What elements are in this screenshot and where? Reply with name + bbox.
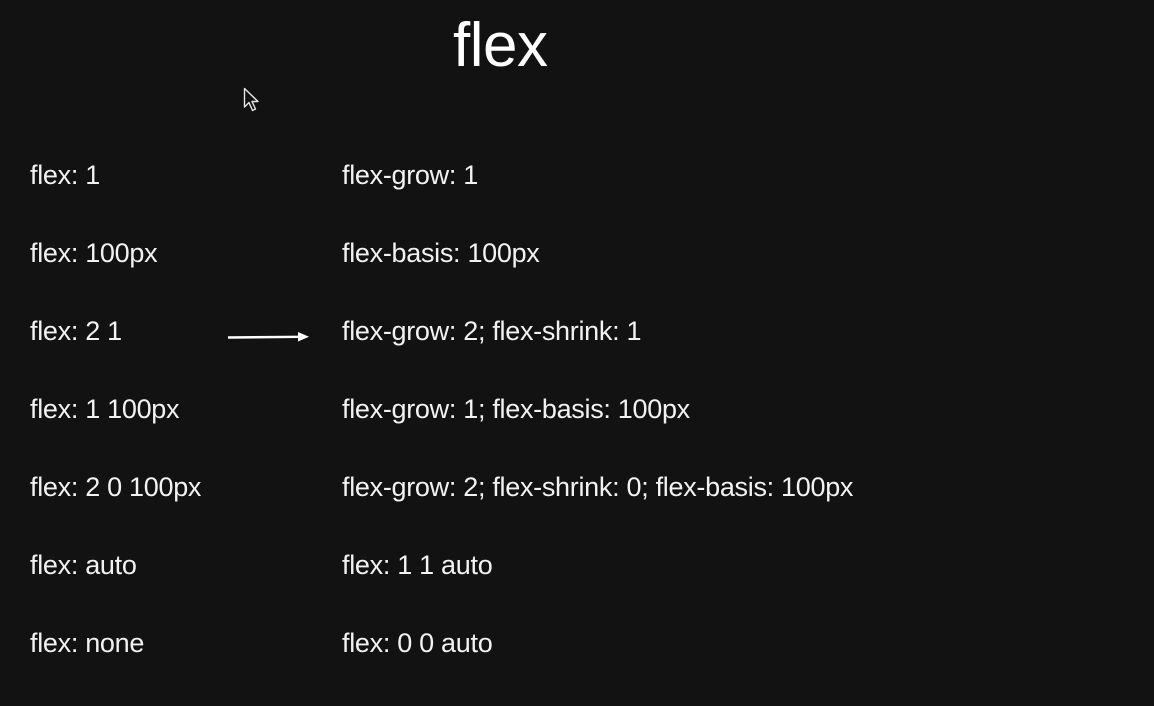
mapping-row: flex: none flex: 0 0 auto bbox=[0, 623, 1154, 663]
shorthand-text: flex: 1 100px bbox=[30, 394, 180, 424]
expanded-text: flex: 1 1 auto bbox=[342, 550, 493, 580]
shorthand-text: flex: 1 bbox=[30, 160, 100, 190]
mapping-row: flex: 2 1 flex-grow: 2; flex-shrink: 1 bbox=[0, 311, 1154, 351]
shorthand-text: flex: none bbox=[30, 628, 145, 658]
mapping-row: flex: 1 100px flex-grow: 1; flex-basis: … bbox=[0, 389, 1154, 429]
slide-title: flex bbox=[453, 11, 548, 80]
mapping-row: flex: 100px flex-basis: 100px bbox=[0, 233, 1154, 273]
expanded-text: flex-grow: 2; flex-shrink: 1 bbox=[342, 316, 642, 346]
mapping-row: flex: auto flex: 1 1 auto bbox=[0, 545, 1154, 585]
mapping-row: flex: 2 0 100px flex-grow: 2; flex-shrin… bbox=[0, 467, 1154, 507]
expanded-text: flex-basis: 100px bbox=[342, 238, 540, 268]
shorthand-text: flex: 2 1 bbox=[30, 316, 122, 346]
expanded-text: flex: 0 0 auto bbox=[342, 628, 493, 658]
mapping-row: flex: 1 flex-grow: 1 bbox=[0, 155, 1154, 195]
shorthand-text: flex: auto bbox=[30, 550, 137, 580]
shorthand-text: flex: 2 0 100px bbox=[30, 472, 202, 502]
shorthand-text: flex: 100px bbox=[30, 238, 158, 268]
expanded-text: flex-grow: 2; flex-shrink: 0; flex-basis… bbox=[342, 472, 854, 502]
right-arrow-icon bbox=[228, 332, 309, 342]
mouse-pointer-icon bbox=[243, 87, 259, 112]
expanded-text: flex-grow: 1 bbox=[342, 160, 478, 190]
expanded-text: flex-grow: 1; flex-basis: 100px bbox=[342, 394, 690, 424]
